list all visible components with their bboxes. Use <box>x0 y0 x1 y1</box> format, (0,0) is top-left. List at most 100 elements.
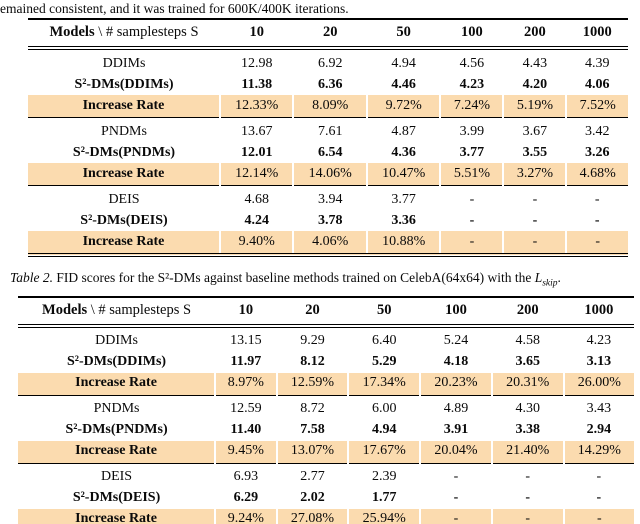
caption-math-subscript: skip <box>542 278 558 289</box>
cell-value: 6.00 <box>372 401 397 417</box>
cell-value: 9.40% <box>218 231 294 255</box>
cell-value: 3.55 <box>522 144 548 160</box>
caption-body: FID scores for the S²-DMs against baseli… <box>53 270 535 285</box>
cell-value: 4.30 <box>515 401 541 417</box>
cell-value: 4.24 <box>244 212 269 228</box>
cell-value: 4.68% <box>565 163 628 186</box>
row-label: DDIMs <box>95 333 138 349</box>
cell-value: 12.59% <box>275 372 349 396</box>
cell-value: 13.15 <box>230 333 262 349</box>
cell-value: 5.19% <box>502 95 567 118</box>
cell-value: - <box>532 212 538 228</box>
cell-value: 3.26 <box>584 144 610 160</box>
table-group: DEIS 6.93 2.77 2.39- - - S²-DMs(DEIS) 6.29 2.02 1… <box>18 463 634 524</box>
caption-period: . <box>557 270 561 285</box>
cell-value: 3.77 <box>459 144 485 160</box>
header-samplesteps-label: \ # samplesteps S <box>87 301 192 318</box>
cell-value: 2.02 <box>300 490 325 506</box>
cell-value: - <box>469 191 475 207</box>
row-label: Increase Rate <box>28 163 220 186</box>
row-label: PNDMs <box>101 123 147 139</box>
cell-value: 6.93 <box>233 469 259 485</box>
table-row: Increase Rate 8.97% 12.59% 17.34% 20.23% 20.3… <box>18 372 634 396</box>
table-row: DEIS 6.93 2.77 2.39 - - - <box>18 463 634 488</box>
table-group: PNDMs 13.67 7.61 4.87 3.99 3.67 3.42 S²-DMs(PND… <box>28 117 628 186</box>
row-label: S²-DMs(DDIMs) <box>67 354 167 370</box>
row-label: S²-DMs(DDIMs) <box>74 76 174 92</box>
cell-value: 14.06% <box>292 163 367 186</box>
cell-value: 7.61 <box>317 123 343 139</box>
cell-value: 6.29 <box>233 490 259 506</box>
cell-value: - <box>596 469 602 485</box>
row-label: Increase Rate <box>28 95 220 118</box>
cell-value: 9.24% <box>214 508 277 524</box>
header-models-label: Models <box>49 24 95 40</box>
cell-value: 5.24 <box>443 333 469 349</box>
cell-value: 12.14% <box>218 163 294 186</box>
table-row: Increase Rate 12.14% 14.06% 10.47% 5.51% 3.27… <box>28 163 628 186</box>
body-text-line: emained consistent, and it was trained f… <box>0 1 349 16</box>
table-row: PNDMs 12.59 8.72 6.00 4.89 4.30 3.43 <box>18 395 634 420</box>
table-group: DDIMs 12.98 6.92 4.94 4.56 4.43 4.39 S²-DMs(DDI… <box>28 48 628 118</box>
cell-value: 4.68 <box>244 191 269 207</box>
table-row: S²-DMs(PNDMs) 12.01 6.54 4.36 3.77 3.55 3.26 <box>28 142 628 163</box>
cell-value: 11.40 <box>230 422 262 438</box>
table-header: Models \ # samplesteps S 10 20 50 100 200 1000 <box>18 296 634 328</box>
cell-value: 3.99 <box>459 123 485 139</box>
cell-value: - <box>532 191 538 207</box>
cell-value: 20.04% <box>419 440 492 464</box>
header-step-50: 50 <box>366 19 441 50</box>
table-row: S²-DMs(PNDMs) 11.40 7.58 4.94 3.91 3.38 2.94 <box>18 420 634 441</box>
table-row: S²-DMs(DEIS) 6.29 2.02 1.77 - - - <box>18 488 634 509</box>
cell-value: 3.65 <box>515 354 541 370</box>
cell-value: 4.18 <box>443 354 469 370</box>
cell-value: 6.54 <box>317 144 343 160</box>
cell-value: 4.58 <box>515 333 541 349</box>
cell-value: 4.43 <box>522 55 548 71</box>
table-row: Increase Rate 9.24% 27.08% 25.94% - - - <box>18 508 634 524</box>
cell-value: 4.46 <box>391 76 416 92</box>
row-label: PNDMs <box>93 401 140 417</box>
caption-label: Table 2. <box>10 270 54 285</box>
table-row: PNDMs 13.67 7.61 4.87 3.99 3.67 3.42 <box>28 118 628 143</box>
fid-table-2-container: Models \ # samplesteps S 10 20 50 100 200 1000… <box>18 295 634 524</box>
cell-value: 14.29% <box>562 440 634 464</box>
cell-value: 3.94 <box>317 191 343 207</box>
table-row: Increase Rate 9.45% 13.07% 17.67% 20.04% 21.4… <box>18 440 634 464</box>
cell-value: - <box>562 508 634 524</box>
row-label: DEIS <box>100 469 133 485</box>
cell-value: - <box>594 191 600 207</box>
cell-value: - <box>439 231 504 255</box>
cell-value: 26.00% <box>562 372 634 396</box>
row-label: Increase Rate <box>18 508 216 524</box>
header-step-200: 200 <box>491 296 564 328</box>
cell-value: 3.27% <box>502 163 567 186</box>
cell-value: 2.94 <box>586 422 612 438</box>
cell-value: 3.67 <box>522 123 548 139</box>
cell-value: 7.52% <box>565 95 628 118</box>
cell-value: 12.98 <box>240 55 273 71</box>
cell-value: 13.67 <box>240 123 273 139</box>
cell-value: 5.29 <box>372 354 397 370</box>
cell-value: 8.12 <box>300 354 325 370</box>
row-label: DEIS <box>108 191 140 207</box>
cell-value: 3.13 <box>586 354 612 370</box>
cell-value: 4.06% <box>292 231 367 255</box>
cell-value: 2.39 <box>372 469 397 485</box>
cell-value: - <box>525 490 531 506</box>
cell-value: 9.29 <box>300 333 325 349</box>
table-row: DEIS 4.68 3.94 3.77 - - - <box>28 186 628 211</box>
row-label: Increase Rate <box>28 231 220 255</box>
fid-table-1: Models \ # samplesteps S 10 20 50 100 200 1000… <box>28 18 628 257</box>
header-step-1000: 1000 <box>566 19 628 50</box>
cell-value: 11.97 <box>230 354 262 370</box>
cell-value: 3.43 <box>586 401 612 417</box>
cell-value: 3.36 <box>391 212 416 228</box>
cell-value: 4.94 <box>372 422 397 438</box>
header-samplesteps-label: \ # samplesteps S <box>94 24 199 40</box>
cell-value: 4.89 <box>443 401 469 417</box>
header-step-200: 200 <box>503 19 567 50</box>
cell-value: 3.78 <box>317 212 343 228</box>
cell-value: 5.51% <box>439 163 504 186</box>
cell-value: - <box>525 469 531 485</box>
